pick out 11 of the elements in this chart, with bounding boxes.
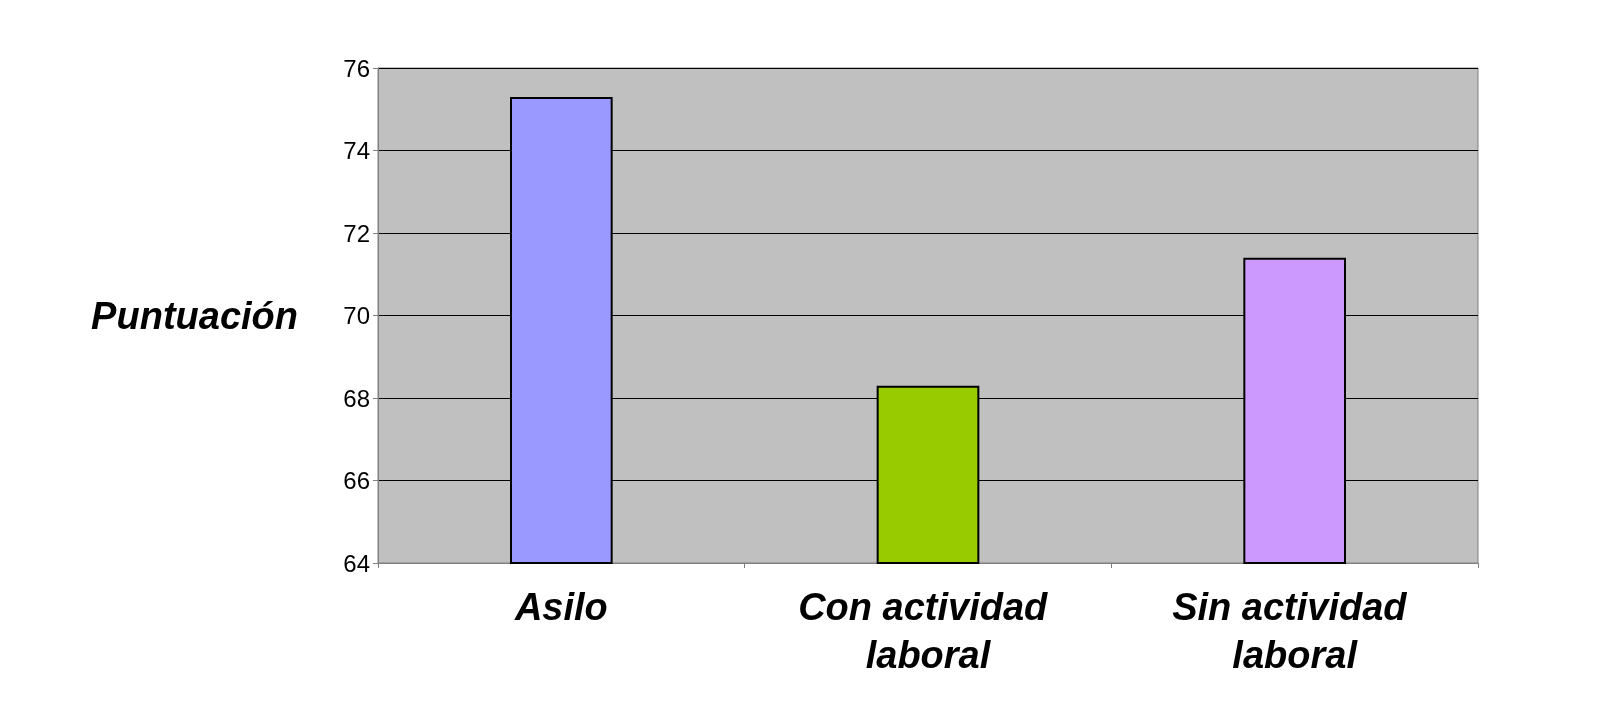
y-axis-title: Puntuación	[91, 294, 298, 337]
y-tick-label: 68	[343, 384, 370, 412]
y-tick-label: 70	[343, 302, 370, 329]
y-tick-label: 72	[343, 219, 370, 247]
y-tick-label: 64	[343, 549, 370, 577]
y-tick-label: 66	[343, 467, 370, 494]
y-tick-label: 74	[343, 137, 370, 164]
y-tick-label: 76	[343, 54, 370, 82]
x-tick-label: Sin actividad laboral	[1172, 586, 1418, 676]
x-tick-label: Asilo	[513, 586, 608, 628]
x-tick-label: Con actividad laboral	[798, 586, 1058, 676]
